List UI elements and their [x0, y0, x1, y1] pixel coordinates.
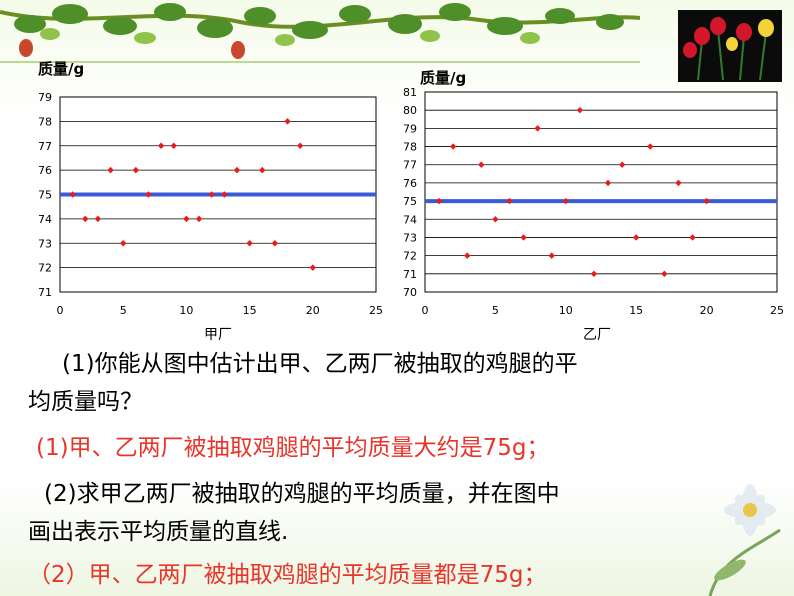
- chart1-data-point: [94, 215, 102, 223]
- chart1-x-tick-label: 20: [306, 304, 320, 317]
- chart2-x-axis-label: 乙厂: [583, 327, 611, 343]
- question-2-line-1: (2)求甲乙两厂被抽取的鸡腿的平均质量，并在图中: [44, 481, 560, 507]
- chart1-y-tick-label: 71: [38, 286, 52, 299]
- chart1-data-point: [69, 191, 76, 198]
- chart2-data-point: [464, 252, 471, 259]
- chart1-y-tick-label: 76: [38, 164, 52, 177]
- chart2-y-tick-label: 74: [403, 213, 417, 226]
- chart1-x-tick-label: 15: [243, 304, 257, 317]
- chart1-y-tick-label: 78: [38, 115, 52, 128]
- chart2-y-tick-label: 71: [403, 268, 417, 281]
- chart2-data-point: [449, 143, 457, 150]
- chart1-y-axis-label: 质量/g: [38, 60, 85, 78]
- chart1-data-point: [157, 142, 165, 149]
- chart2-y-tick-label: 80: [403, 104, 417, 117]
- chart1-data-point: [107, 166, 114, 174]
- chart2-x-tick-label: 10: [559, 304, 573, 317]
- chart2-data-point: [478, 161, 485, 168]
- chart2-data-point: [661, 270, 668, 278]
- question-1-line-2: 均质量吗？: [28, 389, 143, 415]
- chart2-x-tick-label: 20: [700, 304, 714, 317]
- chart2-data-point: [633, 234, 640, 241]
- chart2-plot-area: [424, 91, 778, 293]
- chart2-data-point: [492, 216, 499, 223]
- chart1-y-tick-label: 75: [38, 189, 52, 202]
- chart2-data-point: [604, 179, 612, 187]
- chart2-data-point: [435, 197, 443, 205]
- chart2-y-tick-label: 81: [403, 86, 417, 99]
- chart2-y-axis-label: 质量/g: [420, 69, 467, 87]
- chart2-data-point: [618, 161, 626, 168]
- chart1-x-tick-label: 0: [57, 304, 64, 317]
- answer-2: （2）甲、乙两厂被抽取鸡腿的平均质量都是75g；: [28, 562, 547, 588]
- chart1-x-tick-label: 5: [120, 304, 127, 317]
- chart1-data-point: [233, 166, 241, 174]
- chart1-data-point: [183, 215, 190, 223]
- chart1-data-point: [284, 118, 291, 125]
- chart2-data-point: [675, 179, 682, 187]
- chart1-y-tick-label: 73: [38, 237, 52, 250]
- chart2-data-point: [534, 125, 541, 132]
- daisy-decoration: [708, 484, 781, 596]
- chart2-data-point: [590, 270, 598, 278]
- chart2-x-tick-label: 15: [629, 304, 643, 317]
- chart1-data-point: [170, 142, 177, 149]
- chart2-data-point: [562, 197, 569, 205]
- chart2-x-tick-label: 5: [492, 304, 499, 317]
- chart2-x-tick-label: 0: [422, 304, 429, 317]
- chart2-y-tick-label: 77: [403, 159, 417, 172]
- chart1-data-point: [195, 215, 203, 223]
- chart1-y-tick-label: 74: [38, 213, 52, 226]
- answer-1: (1)甲、乙两厂被抽取鸡腿的平均质量大约是75g；: [36, 435, 550, 461]
- chart2-y-tick-label: 72: [403, 250, 417, 263]
- chart2-y-tick-label: 75: [403, 195, 417, 208]
- chart1-y-tick-label: 72: [38, 262, 52, 275]
- chart2-data-point: [576, 106, 584, 114]
- tulip-image: [678, 10, 782, 82]
- chart1-data-point: [208, 191, 215, 198]
- chart1-data-point: [132, 166, 140, 174]
- chart2-data-point: [548, 252, 555, 259]
- question-1-line-1: (1)你能从图中估计出甲、乙两厂被抽取的鸡腿的平: [62, 351, 578, 377]
- chart2-data-point: [520, 234, 527, 241]
- chart1-x-axis-label: 甲厂: [204, 327, 232, 343]
- chart1-data-point: [271, 240, 279, 247]
- chart1-data-point: [145, 191, 152, 198]
- chart2-x-tick-label: 25: [770, 304, 784, 317]
- chart1-data-point: [221, 191, 228, 198]
- chart1-data-point: [82, 215, 89, 223]
- chart2-y-tick-label: 70: [403, 286, 417, 299]
- chart2-y-tick-label: 78: [403, 141, 417, 154]
- chart1-data-point: [120, 240, 127, 247]
- chart2-data-point: [689, 234, 696, 241]
- chart1-x-tick-label: 10: [179, 304, 193, 317]
- chart1-y-tick-label: 77: [38, 140, 52, 153]
- chart1-data-point: [296, 142, 304, 149]
- chart2-y-tick-label: 76: [403, 177, 417, 190]
- chart1-data-point: [309, 264, 316, 271]
- question-2-line-2: 画出表示平均质量的直线.: [28, 519, 289, 545]
- chart1-data-point: [246, 240, 253, 247]
- vine-decoration: [0, 3, 640, 63]
- chart1-data-point: [259, 166, 266, 174]
- chart2-y-tick-label: 73: [403, 231, 417, 244]
- chart2-data-point: [506, 197, 513, 205]
- chart1-x-tick-label: 25: [369, 304, 383, 317]
- chart2-data-point: [647, 143, 654, 150]
- chart2-data-point: [703, 197, 710, 205]
- chart1-y-tick-label: 79: [38, 91, 52, 104]
- chart2-y-tick-label: 79: [403, 122, 417, 135]
